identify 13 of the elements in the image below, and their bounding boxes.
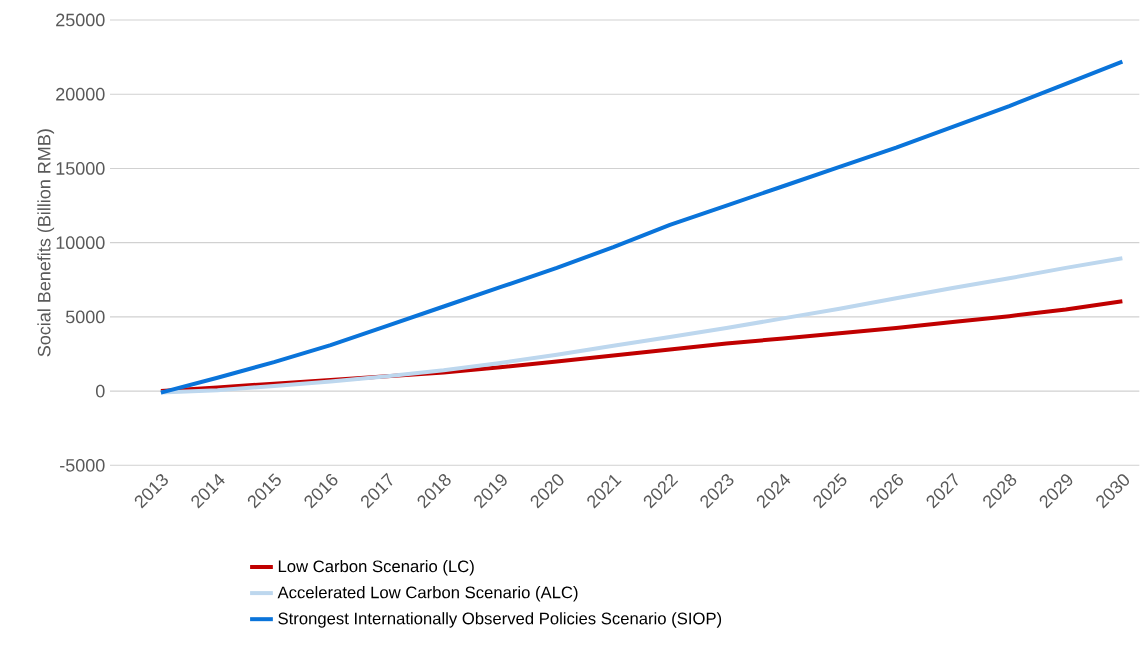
legend-label: Low Carbon Scenario (LC) bbox=[278, 559, 474, 576]
y-axis-title: Social Benefits (Billion RMB) bbox=[37, 129, 55, 357]
y-tick-label: 25000 bbox=[56, 13, 105, 27]
legend-label: Accelerated Low Carbon Scenario (ALC) bbox=[277, 586, 578, 602]
y-tick-label: 20000 bbox=[56, 87, 105, 101]
y-tick-label: -5000 bbox=[60, 458, 105, 472]
line-series bbox=[158, 256, 1125, 395]
legend-label: Strongest Internationally Observed Policies Scenario (SIOP) bbox=[278, 612, 722, 628]
y-tick-label: 10000 bbox=[56, 236, 105, 250]
line-series bbox=[158, 59, 1125, 395]
y-tick-label: 15000 bbox=[56, 162, 105, 175]
y-tick-label: 5000 bbox=[65, 310, 105, 324]
y-tick-label: 0 bbox=[96, 384, 105, 398]
